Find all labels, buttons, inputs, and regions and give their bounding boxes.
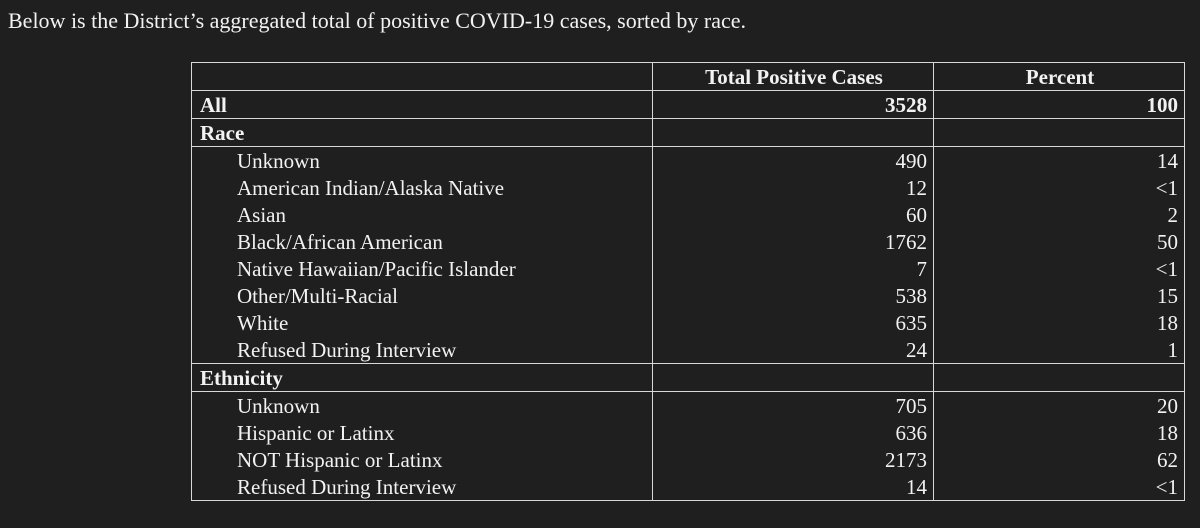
cases-cell: 1762 (652, 228, 934, 255)
header-cell: Total Positive Cases (652, 62, 934, 91)
table-row: Asian 60 2 (191, 201, 1185, 228)
empty-cell (933, 118, 1185, 147)
empty-cell (933, 363, 1185, 392)
table-row: White 635 18 (191, 309, 1185, 336)
percent-cell: <1 (933, 174, 1185, 201)
cases-cell: 24 (652, 336, 934, 364)
cases-cell: 12 (652, 174, 934, 201)
percent-cell: 1 (933, 336, 1185, 364)
table-body: All 3528 100 Race Unknown 490 14 American India… (191, 90, 1185, 501)
percent-cell: 50 (933, 228, 1185, 255)
table-row: Black/African American 1762 50 (191, 228, 1185, 255)
row-label: Other/Multi-Racial (191, 282, 653, 309)
row-label: Native Hawaiian/Pacific Islander (191, 255, 653, 282)
row-label: Unknown (191, 391, 653, 419)
table-row: Unknown 490 14 (191, 146, 1185, 174)
cases-table: Total Positive Cases Percent All 3528 100 R… (191, 62, 1185, 501)
empty-cell (652, 118, 934, 147)
row-label: American Indian/Alaska Native (191, 174, 653, 201)
group-label: Ethnicity (191, 363, 653, 392)
page-title: Below is the District’s aggregated total… (8, 8, 747, 33)
cases-cell: 538 (652, 282, 934, 309)
cases-cell: 7 (652, 255, 934, 282)
cases-cell: 14 (652, 473, 934, 501)
header-cell: Percent (933, 62, 1185, 91)
percent-cell: 14 (933, 146, 1185, 174)
row-label: White (191, 309, 653, 336)
header-row: Total Positive Cases Percent (191, 62, 1185, 91)
row-label: Unknown (191, 146, 653, 174)
cases-cell: 3528 (652, 90, 934, 119)
percent-cell: 2 (933, 201, 1185, 228)
row-label: Refused During Interview (191, 336, 653, 364)
cases-cell: 60 (652, 201, 934, 228)
table-row: All 3528 100 (191, 90, 1185, 119)
row-label: Asian (191, 201, 653, 228)
percent-cell: <1 (933, 473, 1185, 501)
cases-cell: 635 (652, 309, 934, 336)
table-row: Hispanic or Latinx 636 18 (191, 419, 1185, 446)
table-row: Unknown 705 20 (191, 391, 1185, 419)
percent-cell: <1 (933, 255, 1185, 282)
empty-cell (652, 363, 934, 392)
cases-cell: 2173 (652, 446, 934, 473)
header-cell (191, 62, 653, 91)
percent-cell: 62 (933, 446, 1185, 473)
cases-cell: 636 (652, 419, 934, 446)
group-row: Ethnicity (191, 363, 1185, 392)
group-label: Race (191, 118, 653, 147)
row-label: All (191, 90, 653, 119)
table-row: Refused During Interview 14 <1 (191, 473, 1185, 501)
cases-cell: 490 (652, 146, 934, 174)
table-row: Native Hawaiian/Pacific Islander 7 <1 (191, 255, 1185, 282)
percent-cell: 15 (933, 282, 1185, 309)
percent-cell: 18 (933, 419, 1185, 446)
table-row: NOT Hispanic or Latinx 2173 62 (191, 446, 1185, 473)
group-row: Race (191, 118, 1185, 147)
cases-cell: 705 (652, 391, 934, 419)
table-row: American Indian/Alaska Native 12 <1 (191, 174, 1185, 201)
table-row: Refused During Interview 24 1 (191, 336, 1185, 364)
row-label: NOT Hispanic or Latinx (191, 446, 653, 473)
percent-cell: 18 (933, 309, 1185, 336)
row-label: Refused During Interview (191, 473, 653, 501)
row-label: Black/African American (191, 228, 653, 255)
percent-cell: 20 (933, 391, 1185, 419)
percent-cell: 100 (933, 90, 1185, 119)
table-row: Other/Multi-Racial 538 15 (191, 282, 1185, 309)
row-label: Hispanic or Latinx (191, 419, 653, 446)
